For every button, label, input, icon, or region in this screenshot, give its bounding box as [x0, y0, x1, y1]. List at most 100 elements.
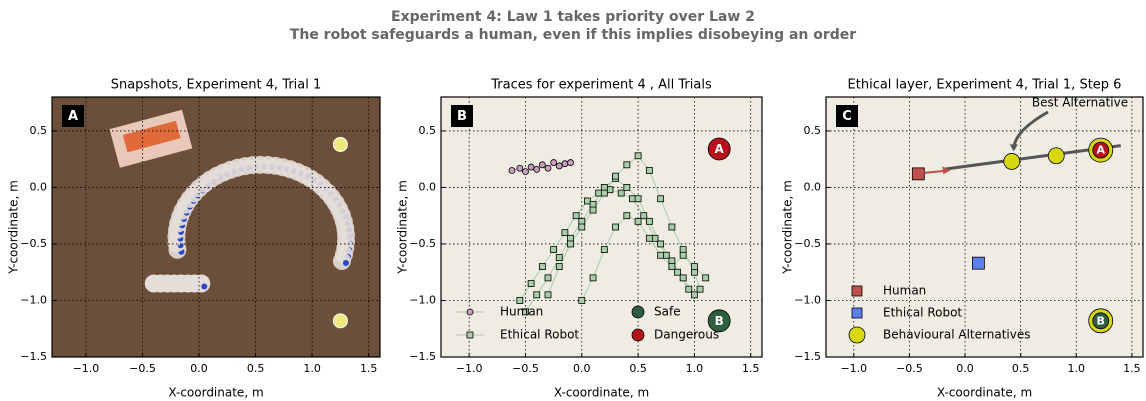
marker	[680, 247, 686, 253]
legend-marker	[632, 306, 644, 318]
marker	[663, 252, 669, 258]
y-tick-label: −1.5	[409, 350, 436, 363]
x-tick-label: 1.0	[1068, 362, 1086, 375]
x-tick-label: 1.5	[742, 362, 760, 375]
marker	[646, 218, 652, 224]
y-axis-label: Y-coordinate, m	[396, 180, 410, 275]
legend-label: Dangerous	[654, 328, 719, 342]
marker	[652, 235, 658, 241]
photo-robot	[333, 252, 351, 270]
legend-marker	[852, 286, 862, 296]
marker	[562, 161, 568, 167]
photo-robot	[192, 275, 210, 293]
x-axis-label: X-coordinate, m	[554, 386, 649, 400]
x-tick-label: −1.0	[840, 362, 867, 375]
marker	[680, 252, 686, 258]
marker	[613, 224, 619, 230]
x-tick-label: 0.5	[629, 362, 647, 375]
marker	[601, 184, 607, 190]
legend-label: Ethical Robot	[883, 306, 962, 320]
marker	[522, 169, 528, 175]
x-tick-label: −0.5	[129, 362, 156, 375]
y-tick-label: −1.5	[794, 350, 821, 363]
marker	[551, 160, 557, 166]
marker	[579, 218, 585, 224]
marker	[556, 264, 562, 270]
marker	[646, 167, 652, 173]
panel-title: Ethical layer, Experiment 4, Trial 1, St…	[848, 78, 1122, 93]
marker	[562, 230, 568, 236]
y-tick-label: −0.5	[20, 237, 47, 250]
y-tick-label: 0.0	[804, 180, 822, 193]
marker	[590, 275, 596, 281]
x-tick-label: 1.0	[686, 362, 704, 375]
marker	[579, 224, 585, 230]
y-tick-label: −0.5	[409, 237, 436, 250]
y-tick-label: 0.0	[30, 180, 48, 193]
marker	[686, 286, 692, 292]
y-tick-label: 0.0	[419, 180, 437, 193]
photo-goal	[333, 314, 347, 328]
marker-label: B	[1097, 314, 1105, 327]
marker	[658, 196, 664, 202]
marker	[641, 213, 647, 219]
panel-label: C	[842, 109, 852, 124]
marker	[646, 235, 652, 241]
marker	[596, 190, 602, 196]
marker	[573, 213, 579, 219]
x-tick-label: 0.0	[956, 362, 974, 375]
marker	[601, 247, 607, 253]
marker-label: B	[715, 314, 724, 328]
x-tick-label: 1.0	[303, 362, 321, 375]
marker	[534, 166, 540, 172]
marker	[579, 297, 585, 303]
x-tick-label: 1.5	[360, 362, 378, 375]
legend-label: Human	[500, 305, 543, 319]
y-tick-label: −1.0	[20, 293, 47, 306]
legend-marker	[632, 329, 644, 341]
annotation: Best Alternative	[1032, 96, 1128, 110]
legend-marker	[849, 327, 865, 343]
marker	[568, 241, 574, 247]
panel-label: A	[68, 109, 78, 124]
marker	[1004, 153, 1020, 169]
y-tick-label: −1.0	[409, 293, 436, 306]
marker	[703, 275, 709, 281]
marker	[680, 275, 686, 281]
marker	[517, 165, 523, 171]
marker	[584, 198, 590, 204]
marker	[658, 241, 664, 247]
marker	[675, 269, 681, 275]
legend-label: Safe	[654, 305, 681, 319]
marker	[635, 196, 641, 202]
marker	[556, 255, 562, 261]
panel-label: B	[457, 109, 467, 124]
marker	[551, 247, 557, 253]
marker	[635, 218, 641, 224]
figure-title: Experiment 4: Law 1 takes priority over …	[391, 9, 755, 25]
marker	[545, 165, 551, 171]
y-tick-label: 0.5	[30, 124, 48, 137]
legend-label: Behavioural Alternatives	[883, 328, 1030, 342]
marker	[669, 224, 675, 230]
x-axis-label: X-coordinate, m	[937, 386, 1032, 400]
x-tick-label: −0.5	[896, 362, 923, 375]
marker	[669, 264, 675, 270]
marker	[590, 201, 596, 207]
y-tick-label: −1.0	[794, 293, 821, 306]
marker	[607, 187, 613, 193]
panel-title: Snapshots, Experiment 4, Trial 1	[111, 78, 322, 93]
x-tick-label: −1.0	[456, 362, 483, 375]
photo-robot	[201, 284, 207, 290]
photo-robot	[343, 260, 349, 266]
marker	[534, 292, 540, 298]
legend-marker	[467, 309, 473, 315]
marker	[528, 164, 534, 170]
marker	[545, 275, 551, 281]
figure-subtitle: The robot safeguards a human, even if th…	[290, 27, 856, 43]
marker	[517, 297, 523, 303]
marker	[618, 190, 624, 196]
marker	[624, 213, 630, 219]
legend-label: Ethical Robot	[500, 328, 579, 342]
x-tick-label: 0.0	[573, 362, 591, 375]
